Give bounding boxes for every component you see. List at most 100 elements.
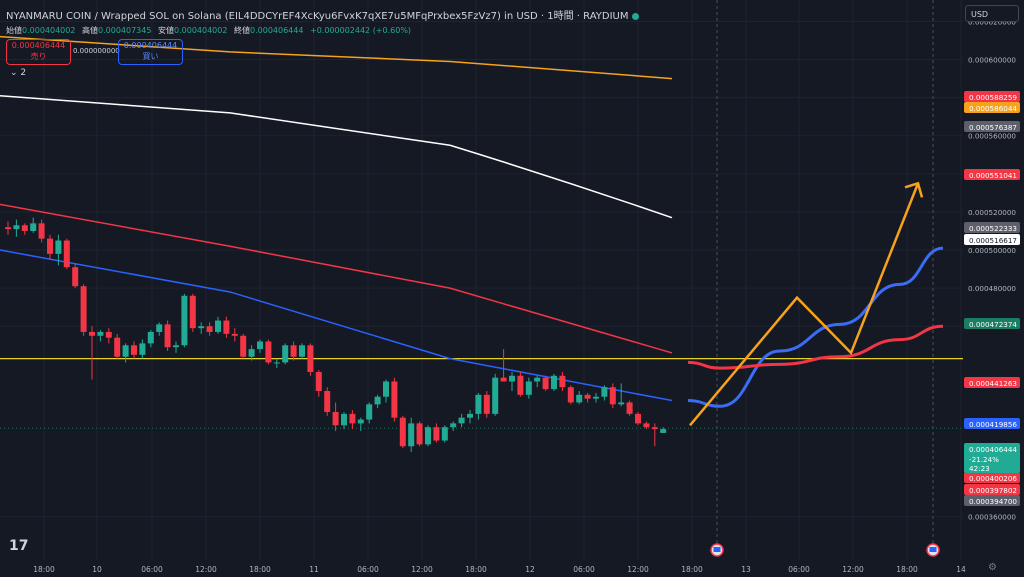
price-tag-label: 0.000397802 <box>969 486 1017 495</box>
event-flag-icon <box>929 547 937 552</box>
x-tick-label: 18:00 <box>896 565 918 574</box>
candle <box>542 377 549 390</box>
y-tick-label: 0.000600000 <box>968 56 1016 65</box>
buy-label: 買い <box>142 52 159 61</box>
x-tick-label: 12 <box>525 565 535 574</box>
y-tick-label: 0.000560000 <box>968 132 1016 141</box>
price-tag <box>964 121 1020 132</box>
candle <box>635 413 641 424</box>
candle <box>349 413 356 424</box>
indicators-toggle[interactable]: ⌄ 2 <box>10 68 26 78</box>
y-tick-label: 0.000500000 <box>968 246 1016 255</box>
candle <box>660 429 667 433</box>
high-value: 0.000407345 <box>98 26 152 35</box>
candle <box>315 371 322 392</box>
candle <box>517 375 524 395</box>
currency-select[interactable]: USD <box>965 5 1019 22</box>
low-value: 0.000404002 <box>174 26 228 35</box>
close-value: 0.000406444 <box>250 26 304 35</box>
candle <box>282 345 289 363</box>
candle <box>626 402 633 414</box>
price-tag-label: 0.000588259 <box>969 93 1017 102</box>
candle <box>122 345 129 357</box>
candle <box>21 225 28 231</box>
price-tag <box>964 484 1020 495</box>
chart-header: NYANMARU COIN / Wrapped SOL on Solana (E… <box>6 7 640 22</box>
candle <box>47 238 53 254</box>
candle <box>198 326 205 329</box>
price-tag-label: 0.000394700 <box>969 497 1017 506</box>
candle <box>467 413 473 418</box>
candle <box>89 331 95 336</box>
sell-label: 売り <box>30 52 47 61</box>
current-price-tag <box>964 443 1020 473</box>
symbol-title[interactable]: NYANMARU COIN / Wrapped SOL on Solana (E… <box>6 11 629 22</box>
arrow-head-icon <box>904 181 924 198</box>
candle <box>450 423 457 428</box>
candle <box>509 375 515 382</box>
moving-average-line <box>0 94 673 219</box>
candle <box>483 394 490 414</box>
candle <box>618 402 625 405</box>
candle <box>139 343 146 355</box>
gear-icon[interactable]: ⚙ <box>988 562 997 573</box>
candle <box>38 223 45 239</box>
candle <box>156 324 163 332</box>
candle <box>551 375 557 390</box>
candle <box>114 337 121 357</box>
price-tag-label: 0.000576387 <box>969 123 1017 132</box>
indicators-count: 2 <box>20 68 27 78</box>
price-tag <box>964 318 1020 329</box>
candle <box>248 349 255 357</box>
x-tick-label: 06:00 <box>357 565 379 574</box>
buy-button[interactable]: 0.000406444 買い <box>118 39 183 65</box>
candle <box>357 419 364 424</box>
candle <box>500 377 507 382</box>
candle <box>567 387 574 403</box>
candle <box>475 394 482 414</box>
candle <box>223 320 230 334</box>
event-flag-icon <box>713 547 721 552</box>
candle <box>416 423 423 445</box>
moving-average-line <box>0 35 673 80</box>
price-tag-label: 0.000586044 <box>969 104 1017 113</box>
chevron-down-icon: ⌄ <box>10 68 18 78</box>
candle <box>593 396 599 399</box>
price-tag <box>964 102 1020 113</box>
candle <box>643 423 650 428</box>
sell-button[interactable]: 0.000406444 売り <box>6 39 71 65</box>
candle <box>441 427 448 441</box>
candle <box>97 331 104 336</box>
candle <box>13 225 20 230</box>
ohlc-legend: 始値0.000404002 高値0.000407345 安値0.00040400… <box>6 25 411 36</box>
x-tick-label: 18:00 <box>249 565 271 574</box>
price-tag-label: 0.000516617 <box>969 236 1017 245</box>
x-tick-label: 11 <box>309 565 319 574</box>
candle <box>181 295 188 346</box>
price-tag <box>964 495 1020 506</box>
x-tick-label: 18:00 <box>681 565 703 574</box>
candle <box>534 377 541 382</box>
price-tag-label: 0.000522333 <box>969 224 1017 233</box>
x-tick-label: 18:00 <box>33 565 55 574</box>
candle <box>231 333 238 336</box>
price-tag-label: 0.000441263 <box>969 379 1017 388</box>
candle <box>433 427 440 441</box>
candle <box>601 387 608 397</box>
candle <box>559 375 566 388</box>
tradingview-logo-icon[interactable]: 17 <box>9 538 29 554</box>
price-tag <box>964 418 1020 429</box>
market-status-icon <box>632 12 640 20</box>
candle <box>609 387 616 405</box>
x-tick-label: 13 <box>741 565 751 574</box>
candle <box>63 240 70 268</box>
candle <box>173 345 179 348</box>
x-tick-label: 06:00 <box>788 565 810 574</box>
candle <box>525 381 532 395</box>
moving-average-line <box>0 203 673 354</box>
price-tag-label: 0.000551041 <box>969 171 1017 180</box>
current-price-value: 0.000406444 <box>969 445 1017 454</box>
price-tag <box>964 169 1020 180</box>
